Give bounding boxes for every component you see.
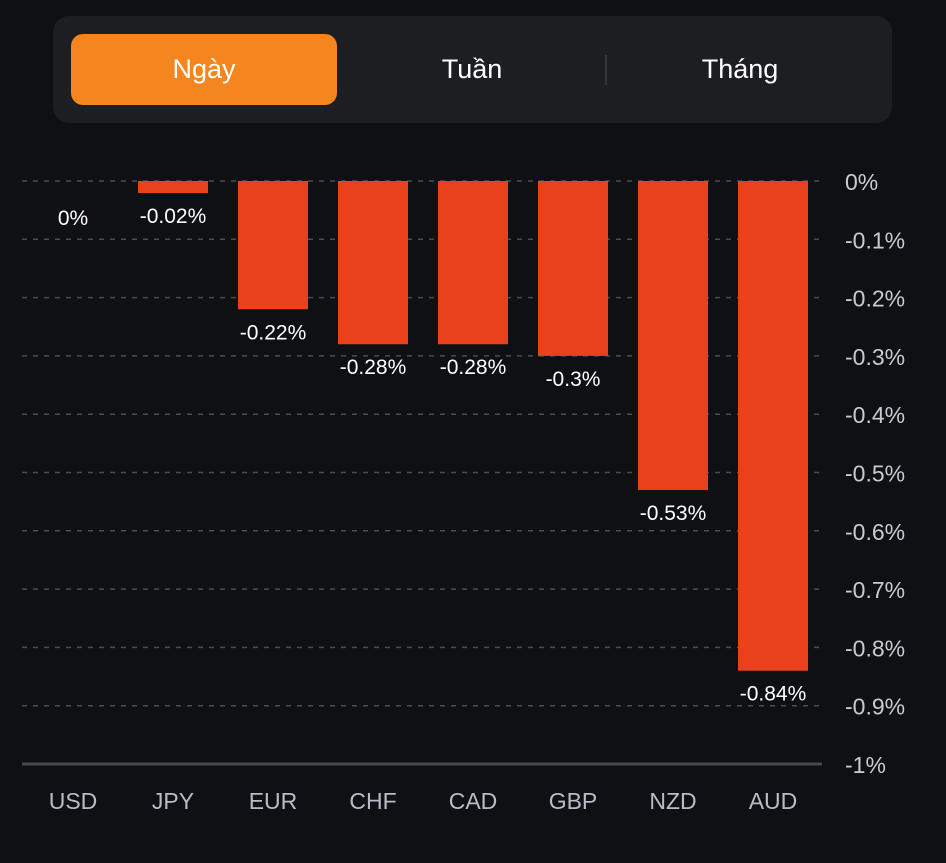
bar-jpy [138, 181, 208, 193]
tab-month[interactable]: Tháng [701, 54, 779, 84]
bar-cad [438, 181, 508, 345]
data-label-chf: -0.28% [340, 356, 407, 379]
tab-divider [605, 55, 607, 85]
y-tick-label: -0.2% [845, 286, 905, 312]
y-tick-label: -0.4% [845, 402, 905, 428]
x-category-gbp: GBP [549, 788, 598, 814]
gridlines [22, 180, 822, 766]
period-segmented-control: Ngày Tuần Tháng [53, 16, 892, 123]
y-tick-label: -0.1% [845, 227, 905, 253]
y-tick-label: -0.7% [845, 577, 905, 603]
tab-week[interactable]: Tuần [441, 54, 503, 84]
y-tick-label: -1% [845, 752, 886, 778]
y-tick-label: -0.3% [845, 344, 905, 370]
y-tick-label: 0% [845, 169, 878, 195]
x-category-usd: USD [49, 788, 98, 814]
bars [138, 181, 808, 671]
data-labels: 0% -0.02% -0.22% -0.28% -0.28% -0.3% -0.53% -0.… [58, 205, 806, 706]
x-axis-categories: USD JPY EUR CHF CAD GBP NZD AUD [49, 788, 798, 814]
y-tick-label: -0.9% [845, 694, 905, 720]
data-label-nzd: -0.53% [640, 502, 707, 525]
data-label-eur: -0.22% [240, 321, 307, 344]
y-axis-ticks: 0% -0.1% -0.2% -0.3% -0.4% -0.5% -0.6% -0.7% -0.… [845, 169, 905, 778]
bar-nzd [638, 181, 708, 490]
data-label-gbp: -0.3% [546, 368, 601, 391]
bar-eur [238, 181, 308, 310]
x-category-aud: AUD [749, 788, 798, 814]
bar-gbp [538, 181, 608, 356]
y-tick-label: -0.8% [845, 635, 905, 661]
data-label-jpy: -0.02% [140, 205, 207, 228]
x-category-cad: CAD [449, 788, 498, 814]
x-category-chf: CHF [349, 788, 396, 814]
x-category-jpy: JPY [152, 788, 194, 814]
data-label-aud: -0.84% [740, 683, 807, 706]
y-tick-label: -0.5% [845, 461, 905, 487]
data-label-usd: 0% [58, 207, 88, 230]
bar-chf [338, 181, 408, 345]
x-category-eur: EUR [249, 788, 298, 814]
bar-aud [738, 181, 808, 671]
tab-day[interactable]: Ngày [71, 34, 337, 105]
x-category-nzd: NZD [649, 788, 696, 814]
y-tick-label: -0.6% [845, 519, 905, 545]
data-label-cad: -0.28% [440, 356, 507, 379]
